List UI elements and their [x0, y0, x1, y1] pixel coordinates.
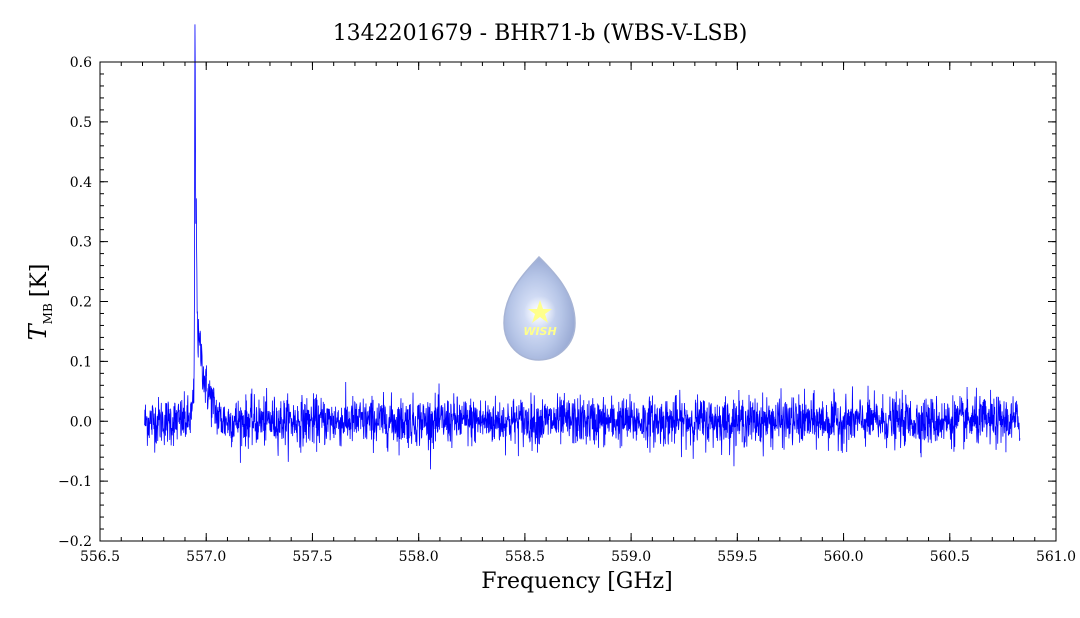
x-tick-label: 558.5	[505, 549, 545, 565]
y-tick-label: 0.0	[70, 414, 92, 430]
x-tick-label: 559.0	[611, 549, 651, 565]
x-tick-label: 558.0	[399, 549, 439, 565]
x-tick-label: 560.5	[930, 549, 970, 565]
x-axis: 556.5 557.0 557.5 558.0 558.5 559.0 559.5 560.0…	[80, 62, 1076, 565]
y-tick-label: −0.1	[58, 474, 92, 490]
plot-frame	[99, 61, 1057, 542]
wish-logo: WISH	[503, 255, 576, 361]
x-axis-label: Frequency [GHz]	[481, 569, 673, 594]
spectrum-line	[144, 24, 1021, 470]
x-tick-label: 556.5	[80, 549, 120, 565]
y-axis-label-subscript: MB	[41, 303, 55, 324]
y-tick-label: 0.6	[70, 55, 92, 71]
svg-text:TMB[K]: TMB [K]	[24, 264, 55, 341]
y-tick-label: 0.2	[70, 295, 92, 311]
y-tick-label: 0.5	[70, 115, 92, 131]
y-tick-label: −0.2	[58, 534, 92, 550]
chart-title: 1342201679 - BHR71-b (WBS-V-LSB)	[333, 21, 748, 46]
y-axis: −0.2 −0.1 0.0 0.1 0.2 0.3 0.4 0.5 0.6	[58, 55, 1056, 550]
y-axis-label-symbol: T	[24, 322, 52, 340]
y-tick-label: 0.3	[70, 235, 92, 251]
y-axis-label: TMB [K]	[24, 264, 55, 341]
y-tick-label: 0.4	[70, 175, 92, 191]
x-tick-label: 557.0	[186, 549, 226, 565]
x-tick-label: 559.5	[717, 549, 757, 565]
wish-logo-label: WISH	[523, 325, 556, 338]
plot-area	[144, 24, 1021, 470]
x-tick-label: 560.0	[824, 549, 864, 565]
y-tick-label: 0.1	[70, 354, 92, 370]
x-tick-label: 561.0	[1036, 549, 1076, 565]
x-tick-label: 557.5	[292, 549, 332, 565]
y-axis-label-unit: [K]	[27, 264, 52, 298]
